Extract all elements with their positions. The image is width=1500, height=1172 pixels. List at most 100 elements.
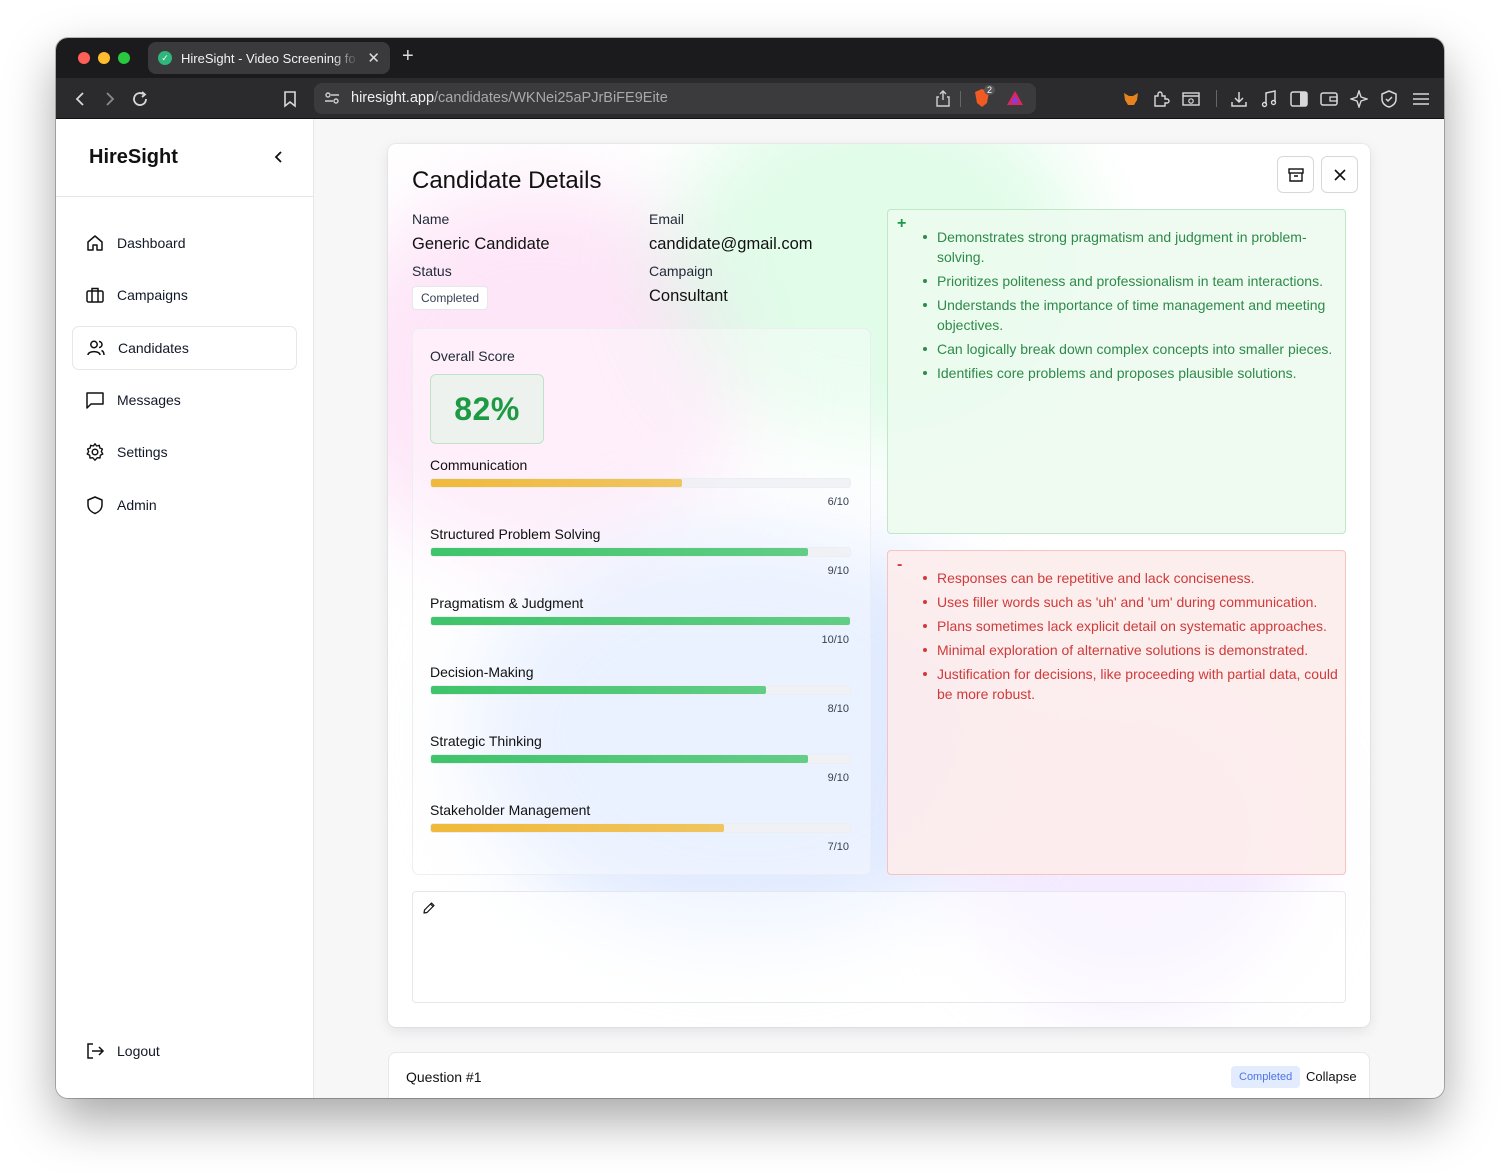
question-card: Question #1 Completed Collapse xyxy=(388,1052,1370,1098)
sidebar-item-settings[interactable]: Settings xyxy=(72,430,297,474)
strengths-panel: + Demonstrates strong pragmatism and jud… xyxy=(887,209,1346,534)
sidebar-item-label: Campaigns xyxy=(117,287,188,303)
weakness-item: Plans sometimes lack explicit detail on … xyxy=(923,616,1338,636)
score-panel: Overall Score 82% Communication 6/10 Struc… xyxy=(412,328,871,875)
sidebar-item-label: Messages xyxy=(117,392,181,408)
toolbar-separator xyxy=(1216,90,1217,107)
metamask-icon[interactable] xyxy=(1120,78,1142,119)
page-title: Candidate Details xyxy=(412,167,602,194)
metric-score: 6/10 xyxy=(827,496,849,508)
media-icon[interactable] xyxy=(1258,78,1280,119)
metric-name: Decision-Making xyxy=(430,664,534,680)
plus-icon: + xyxy=(897,215,907,232)
campaign-value: Consultant xyxy=(649,287,728,305)
sidebar-item-label: Admin xyxy=(117,497,157,513)
close-icon xyxy=(1333,168,1346,181)
overall-score-label: Overall Score xyxy=(430,348,515,364)
weakness-item: Minimal exploration of alternative solut… xyxy=(923,640,1338,660)
tab-bar: ✓ HireSight - Video Screening fo ✕ + xyxy=(56,38,1444,78)
back-icon[interactable] xyxy=(70,78,90,119)
close-window-button[interactable] xyxy=(78,52,90,64)
leo-ai-icon[interactable] xyxy=(1348,78,1370,119)
sidebar-item-admin[interactable]: Admin xyxy=(72,483,297,527)
metric-bar-track xyxy=(430,823,851,833)
minimize-window-button[interactable] xyxy=(98,52,110,64)
tab-favicon-icon: ✓ xyxy=(158,51,172,65)
bookmark-icon[interactable] xyxy=(280,78,300,119)
users-icon xyxy=(87,340,105,356)
url-path: /candidates/WKNei25aPJrBiFE9Eite xyxy=(434,90,668,106)
metric-row: Decision-Making 8/10 xyxy=(430,664,851,724)
sidebar-item-candidates[interactable]: Candidates xyxy=(72,326,297,370)
close-tab-icon[interactable]: ✕ xyxy=(367,50,380,67)
app-root: HireSight Dashboard Campaigns Candidates… xyxy=(56,119,1444,1098)
logout-button[interactable]: Logout xyxy=(72,1029,297,1073)
menu-icon[interactable] xyxy=(1410,78,1432,119)
archive-button[interactable] xyxy=(1277,156,1314,193)
browser-tab[interactable]: ✓ HireSight - Video Screening fo ✕ xyxy=(148,42,390,74)
separator xyxy=(960,91,961,107)
minus-icon: - xyxy=(897,556,903,573)
metric-row: Pragmatism & Judgment 10/10 xyxy=(430,595,851,655)
address-bar[interactable]: hiresight.app/candidates/WKNei25aPJrBiFE… xyxy=(314,83,1036,114)
logout-label: Logout xyxy=(117,1043,160,1059)
collapse-button[interactable]: Collapse xyxy=(1306,1069,1357,1084)
brand-logo[interactable]: HireSight xyxy=(89,146,178,168)
metric-row: Stakeholder Management 7/10 xyxy=(430,802,851,862)
metric-row: Structured Problem Solving 9/10 xyxy=(430,526,851,586)
metric-name: Structured Problem Solving xyxy=(430,526,601,542)
sidebar-divider xyxy=(56,196,314,197)
edit-notes-button[interactable] xyxy=(422,901,436,920)
strength-item: Demonstrates strong pragmatism and judgm… xyxy=(923,227,1338,267)
sidebar-item-label: Settings xyxy=(117,444,168,460)
reader-icon[interactable] xyxy=(1180,78,1202,119)
gear-icon xyxy=(86,443,104,461)
brave-rewards-icon[interactable] xyxy=(1006,90,1024,111)
metric-bar-fill xyxy=(431,686,767,694)
chevron-left-icon xyxy=(274,151,282,163)
collapse-sidebar-button[interactable] xyxy=(268,145,290,169)
metric-name: Strategic Thinking xyxy=(430,733,542,749)
sidebar-item-messages[interactable]: Messages xyxy=(72,378,297,422)
metric-bar-fill xyxy=(431,479,683,487)
candidate-details-card: Candidate Details Name Generic Candidate… xyxy=(388,144,1370,1027)
weakness-item: Uses filler words such as 'uh' and 'um' … xyxy=(923,592,1338,612)
metric-row: Strategic Thinking 9/10 xyxy=(430,733,851,793)
tab-title: HireSight - Video Screening fo xyxy=(181,50,356,66)
sidebar-item-label: Candidates xyxy=(118,340,189,356)
metric-bar-track xyxy=(430,685,851,695)
vpn-icon[interactable] xyxy=(1378,78,1400,119)
metric-score: 10/10 xyxy=(821,634,849,646)
notes-area[interactable] xyxy=(412,891,1346,1003)
sidebar-item-label: Dashboard xyxy=(117,235,186,251)
close-button[interactable] xyxy=(1321,156,1358,193)
overall-score-value: 82% xyxy=(430,374,544,444)
browser-window: ✓ HireSight - Video Screening fo ✕ + hir… xyxy=(56,38,1444,1098)
forward-icon[interactable] xyxy=(100,78,120,119)
share-icon[interactable] xyxy=(936,90,950,112)
sidebar-item-dashboard[interactable]: Dashboard xyxy=(72,221,297,265)
candidate-name: Generic Candidate xyxy=(412,235,550,253)
metric-score: 9/10 xyxy=(827,772,849,784)
sidebar-toggle-icon[interactable] xyxy=(1288,78,1310,119)
wallet-icon[interactable] xyxy=(1318,78,1340,119)
sidebar-item-campaigns[interactable]: Campaigns xyxy=(72,273,297,317)
name-label: Name xyxy=(412,211,450,227)
zoom-window-button[interactable] xyxy=(118,52,130,64)
logout-icon xyxy=(87,1043,105,1059)
extensions-icon[interactable] xyxy=(1150,78,1172,119)
reload-icon[interactable] xyxy=(128,78,152,119)
metric-row: Communication 6/10 xyxy=(430,457,851,517)
metric-score: 8/10 xyxy=(827,703,849,715)
site-settings-icon[interactable] xyxy=(324,91,340,110)
pencil-icon xyxy=(423,902,435,914)
metric-bar-track xyxy=(430,616,851,626)
metric-bar-track xyxy=(430,754,851,764)
new-tab-icon[interactable]: + xyxy=(402,45,414,67)
status-label: Status xyxy=(412,263,452,279)
downloads-icon[interactable] xyxy=(1228,78,1250,119)
shield-icon xyxy=(87,496,103,515)
main-content: Candidate Details Name Generic Candidate… xyxy=(314,119,1444,1098)
metric-bar-fill xyxy=(431,824,725,832)
metric-name: Communication xyxy=(430,457,528,473)
